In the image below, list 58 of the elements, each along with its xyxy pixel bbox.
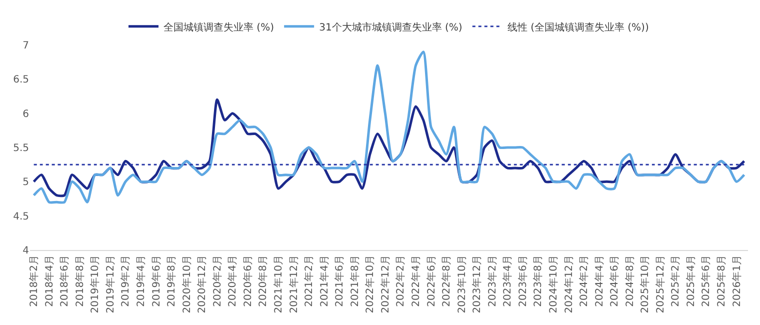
x-tick-label: 2020年12月 bbox=[196, 255, 208, 314]
y-tick-label: 4.5 bbox=[13, 211, 29, 222]
x-tick-label: 2018年4月 bbox=[43, 255, 56, 307]
x-tick-label: 2022年12月 bbox=[379, 255, 392, 314]
y-tick-label: 5.5 bbox=[13, 143, 29, 154]
x-tick-label: 2019年2月 bbox=[120, 255, 132, 307]
x-tick-label: 2026年1月 bbox=[730, 255, 743, 307]
x-tick-label: 2024年2月 bbox=[578, 255, 590, 307]
x-tick-label: 2021年8月 bbox=[348, 255, 361, 307]
x-tick-label: 2023年4月 bbox=[502, 255, 514, 307]
legend-label: 全国城镇调查失业率 (%) bbox=[164, 21, 274, 34]
x-tick-label: 2020年8月 bbox=[257, 255, 270, 307]
x-tick-label: 2020年6月 bbox=[242, 255, 254, 307]
x-tick-label: 2024年10月 bbox=[547, 255, 560, 314]
x-tick-label: 2020年4月 bbox=[226, 255, 239, 307]
y-tick-label: 5 bbox=[22, 177, 29, 188]
x-tick-label: 2025年4月 bbox=[684, 255, 697, 307]
x-tick-label: 2022年8月 bbox=[440, 255, 453, 307]
x-tick-label: 2022年10月 bbox=[364, 255, 376, 314]
x-tick-label: 2019年10月 bbox=[89, 255, 102, 314]
x-tick-label: 2022年6月 bbox=[425, 255, 438, 307]
x-tick-label: 2023年10月 bbox=[456, 255, 468, 314]
y-tick-label: 6.5 bbox=[13, 74, 29, 86]
x-tick-label: 2022年2月 bbox=[394, 255, 407, 307]
x-tick-label: 2021年6月 bbox=[334, 255, 346, 307]
line-series bbox=[32, 50, 746, 204]
legend-label: 线性 (全国城镇调查失业率 (%)) bbox=[507, 21, 649, 34]
x-tick-label: 2019年12月 bbox=[104, 255, 116, 314]
x-tick-label: 2019年4月 bbox=[135, 255, 148, 307]
y-tick-label: 4 bbox=[22, 246, 29, 256]
x-tick-label: 2024年6月 bbox=[608, 255, 621, 307]
x-tick-label: 2024年8月 bbox=[624, 255, 636, 307]
x-tick-label: 2024年4月 bbox=[593, 255, 606, 307]
x-tick-label: 2021年12月 bbox=[288, 255, 300, 314]
legend-label: 31个大城市城镇调查失业率 (%) bbox=[319, 21, 462, 34]
x-tick-label: 2018年8月 bbox=[74, 255, 86, 307]
x-tick-label: 2025年12月 bbox=[654, 255, 666, 314]
x-tick-label: 2018年2月 bbox=[28, 255, 40, 307]
x-tick-label: 2025年6月 bbox=[700, 255, 712, 307]
x-tick-label: 2020年10月 bbox=[180, 255, 193, 314]
x-tick-label: 2019年6月 bbox=[150, 255, 162, 307]
x-tick-label: 2021年10月 bbox=[272, 255, 284, 314]
x-tick-label: 2025年2月 bbox=[670, 255, 682, 307]
x-tick-label: 2025年10月 bbox=[639, 255, 652, 314]
x-tick-label: 2021年4月 bbox=[318, 255, 330, 307]
x-tick-label: 2023年6月 bbox=[516, 255, 529, 307]
x-tick-label: 2024年12月 bbox=[562, 255, 575, 314]
x-tick-label: 2022年4月 bbox=[410, 255, 422, 307]
x-tick-label: 2019年8月 bbox=[166, 255, 178, 307]
x-tick-label: 2023年2月 bbox=[486, 255, 498, 307]
y-tick-label: 7 bbox=[22, 40, 29, 52]
x-tick-label: 2021年2月 bbox=[303, 255, 316, 307]
x-tick-label: 2018年6月 bbox=[58, 255, 71, 307]
x-tick-label: 2025年8月 bbox=[716, 255, 728, 307]
x-tick-label: 2023年12月 bbox=[471, 255, 484, 314]
y-tick-label: 6 bbox=[22, 108, 29, 120]
x-tick-label: 2023年8月 bbox=[532, 255, 544, 307]
x-tick-label: 2020年2月 bbox=[211, 255, 224, 307]
